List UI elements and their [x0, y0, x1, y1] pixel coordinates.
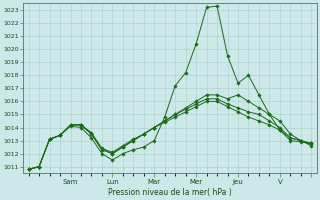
- X-axis label: Pression niveau de la mer( hPa ): Pression niveau de la mer( hPa ): [108, 188, 232, 197]
